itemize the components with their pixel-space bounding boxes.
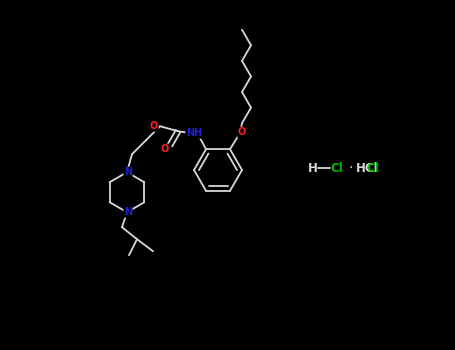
Text: Cl: Cl — [330, 161, 343, 175]
Text: HCl: HCl — [356, 161, 379, 175]
Text: ·: · — [348, 161, 352, 175]
Text: O: O — [161, 144, 169, 154]
Text: NH: NH — [186, 128, 202, 138]
Text: N: N — [124, 207, 132, 217]
Text: O: O — [150, 121, 158, 131]
Text: O: O — [238, 127, 246, 137]
Text: Cl: Cl — [366, 161, 379, 175]
Text: H: H — [308, 161, 318, 175]
Text: N: N — [124, 167, 132, 177]
